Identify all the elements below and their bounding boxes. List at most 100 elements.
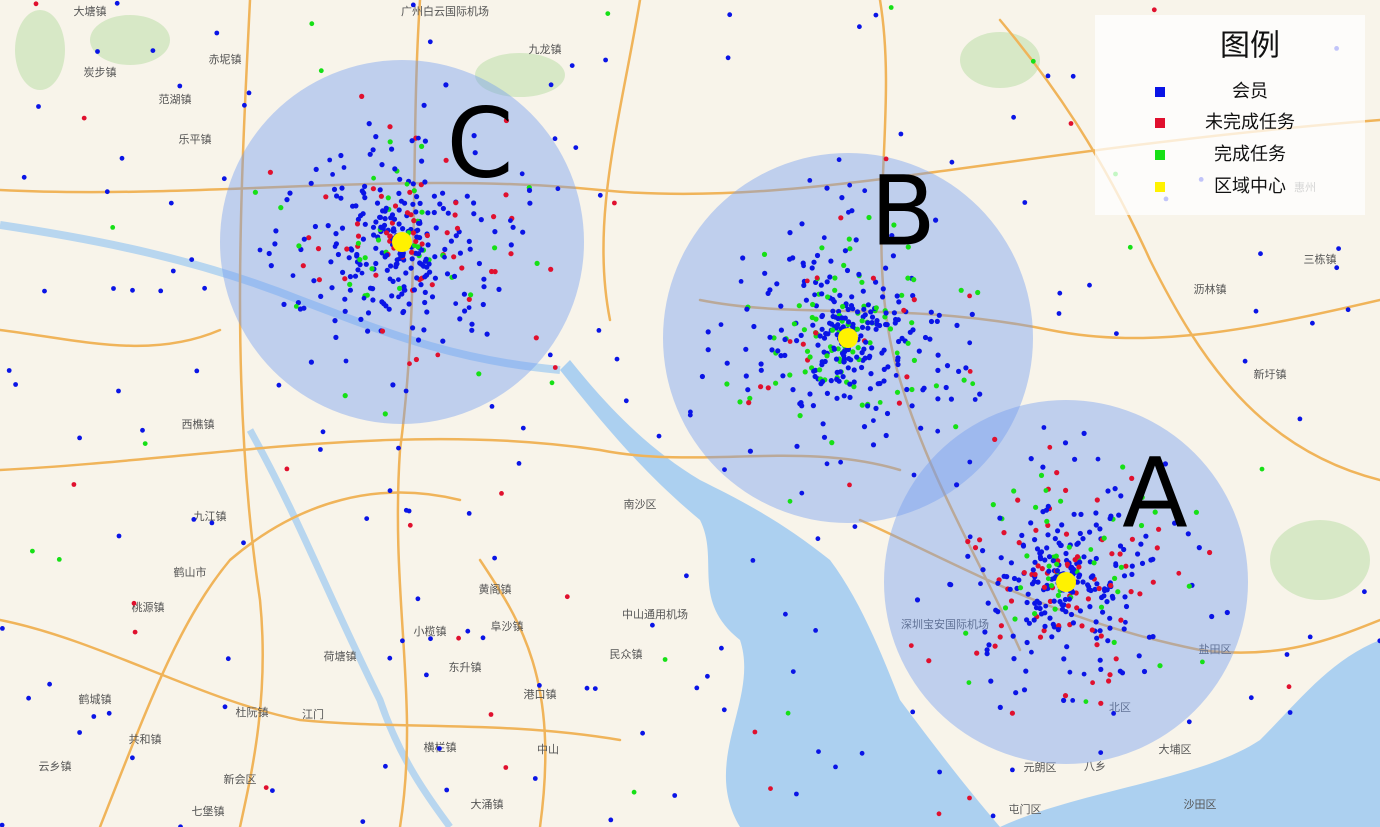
point <box>419 158 425 164</box>
point <box>407 189 413 195</box>
river <box>246 428 453 827</box>
point <box>202 285 208 291</box>
point <box>379 328 386 334</box>
point <box>332 318 338 324</box>
point <box>142 441 148 446</box>
point <box>1021 687 1028 693</box>
point <box>378 193 384 199</box>
point <box>758 361 764 367</box>
place-label: 东升镇 <box>449 660 482 674</box>
green-area <box>960 32 1040 88</box>
point <box>865 403 871 409</box>
point <box>409 249 415 255</box>
point <box>461 291 467 297</box>
point <box>411 218 417 224</box>
point <box>1118 617 1124 623</box>
point <box>467 246 473 252</box>
point <box>699 373 706 380</box>
point <box>1185 531 1191 537</box>
point <box>967 293 972 299</box>
point <box>1070 566 1077 573</box>
place-label: 七堡镇 <box>192 804 225 818</box>
point <box>403 507 409 513</box>
place-label: 范湖镇 <box>159 92 192 106</box>
point <box>1045 73 1051 79</box>
point <box>443 82 449 88</box>
point <box>988 678 994 684</box>
point <box>362 255 368 261</box>
point <box>910 709 916 715</box>
point <box>457 250 463 256</box>
point <box>819 313 825 320</box>
point <box>815 342 821 348</box>
point <box>1107 615 1113 621</box>
point <box>357 257 363 263</box>
point <box>803 297 810 303</box>
point <box>1094 581 1100 587</box>
point <box>241 540 246 546</box>
point <box>106 710 112 716</box>
point <box>891 222 897 228</box>
point <box>982 629 988 635</box>
point <box>26 695 31 701</box>
point <box>967 459 973 465</box>
estuary <box>560 360 1000 827</box>
point <box>168 200 174 206</box>
point <box>278 205 284 211</box>
point <box>1011 575 1018 582</box>
point <box>818 282 824 288</box>
point <box>1054 561 1060 567</box>
point <box>873 326 879 332</box>
point <box>329 285 335 291</box>
point <box>362 183 368 189</box>
point <box>799 221 805 227</box>
point <box>418 282 424 288</box>
point <box>867 386 874 392</box>
point <box>33 1 39 7</box>
point <box>491 214 497 220</box>
point <box>894 293 900 299</box>
point <box>896 299 902 305</box>
point <box>268 263 274 269</box>
point <box>875 381 881 387</box>
point <box>1078 511 1084 517</box>
point <box>823 331 829 337</box>
point <box>1093 522 1099 528</box>
point <box>379 162 385 168</box>
point <box>1042 557 1048 563</box>
point <box>1286 684 1292 690</box>
point <box>934 318 940 324</box>
point <box>362 221 368 227</box>
point <box>904 374 910 380</box>
point <box>492 229 498 235</box>
point <box>348 246 354 252</box>
point <box>821 335 828 341</box>
point <box>869 314 876 320</box>
point <box>791 321 798 327</box>
point <box>396 221 402 227</box>
point <box>894 350 900 356</box>
place-label: 桃源镇 <box>132 600 165 614</box>
place-label: 大塘镇 <box>74 4 107 18</box>
point <box>859 318 865 324</box>
point <box>333 334 339 340</box>
point <box>413 209 419 215</box>
point <box>432 275 438 281</box>
point <box>908 643 914 648</box>
point <box>377 187 383 193</box>
point <box>1059 602 1065 608</box>
road <box>238 0 264 827</box>
point <box>316 277 322 283</box>
point <box>1009 710 1016 716</box>
point <box>382 216 388 222</box>
point <box>804 348 811 354</box>
point <box>1059 606 1066 612</box>
point <box>1074 579 1080 585</box>
point <box>422 299 428 306</box>
point <box>471 133 477 139</box>
point <box>465 628 471 634</box>
point <box>724 381 730 387</box>
point <box>1065 603 1071 609</box>
point <box>883 310 889 316</box>
